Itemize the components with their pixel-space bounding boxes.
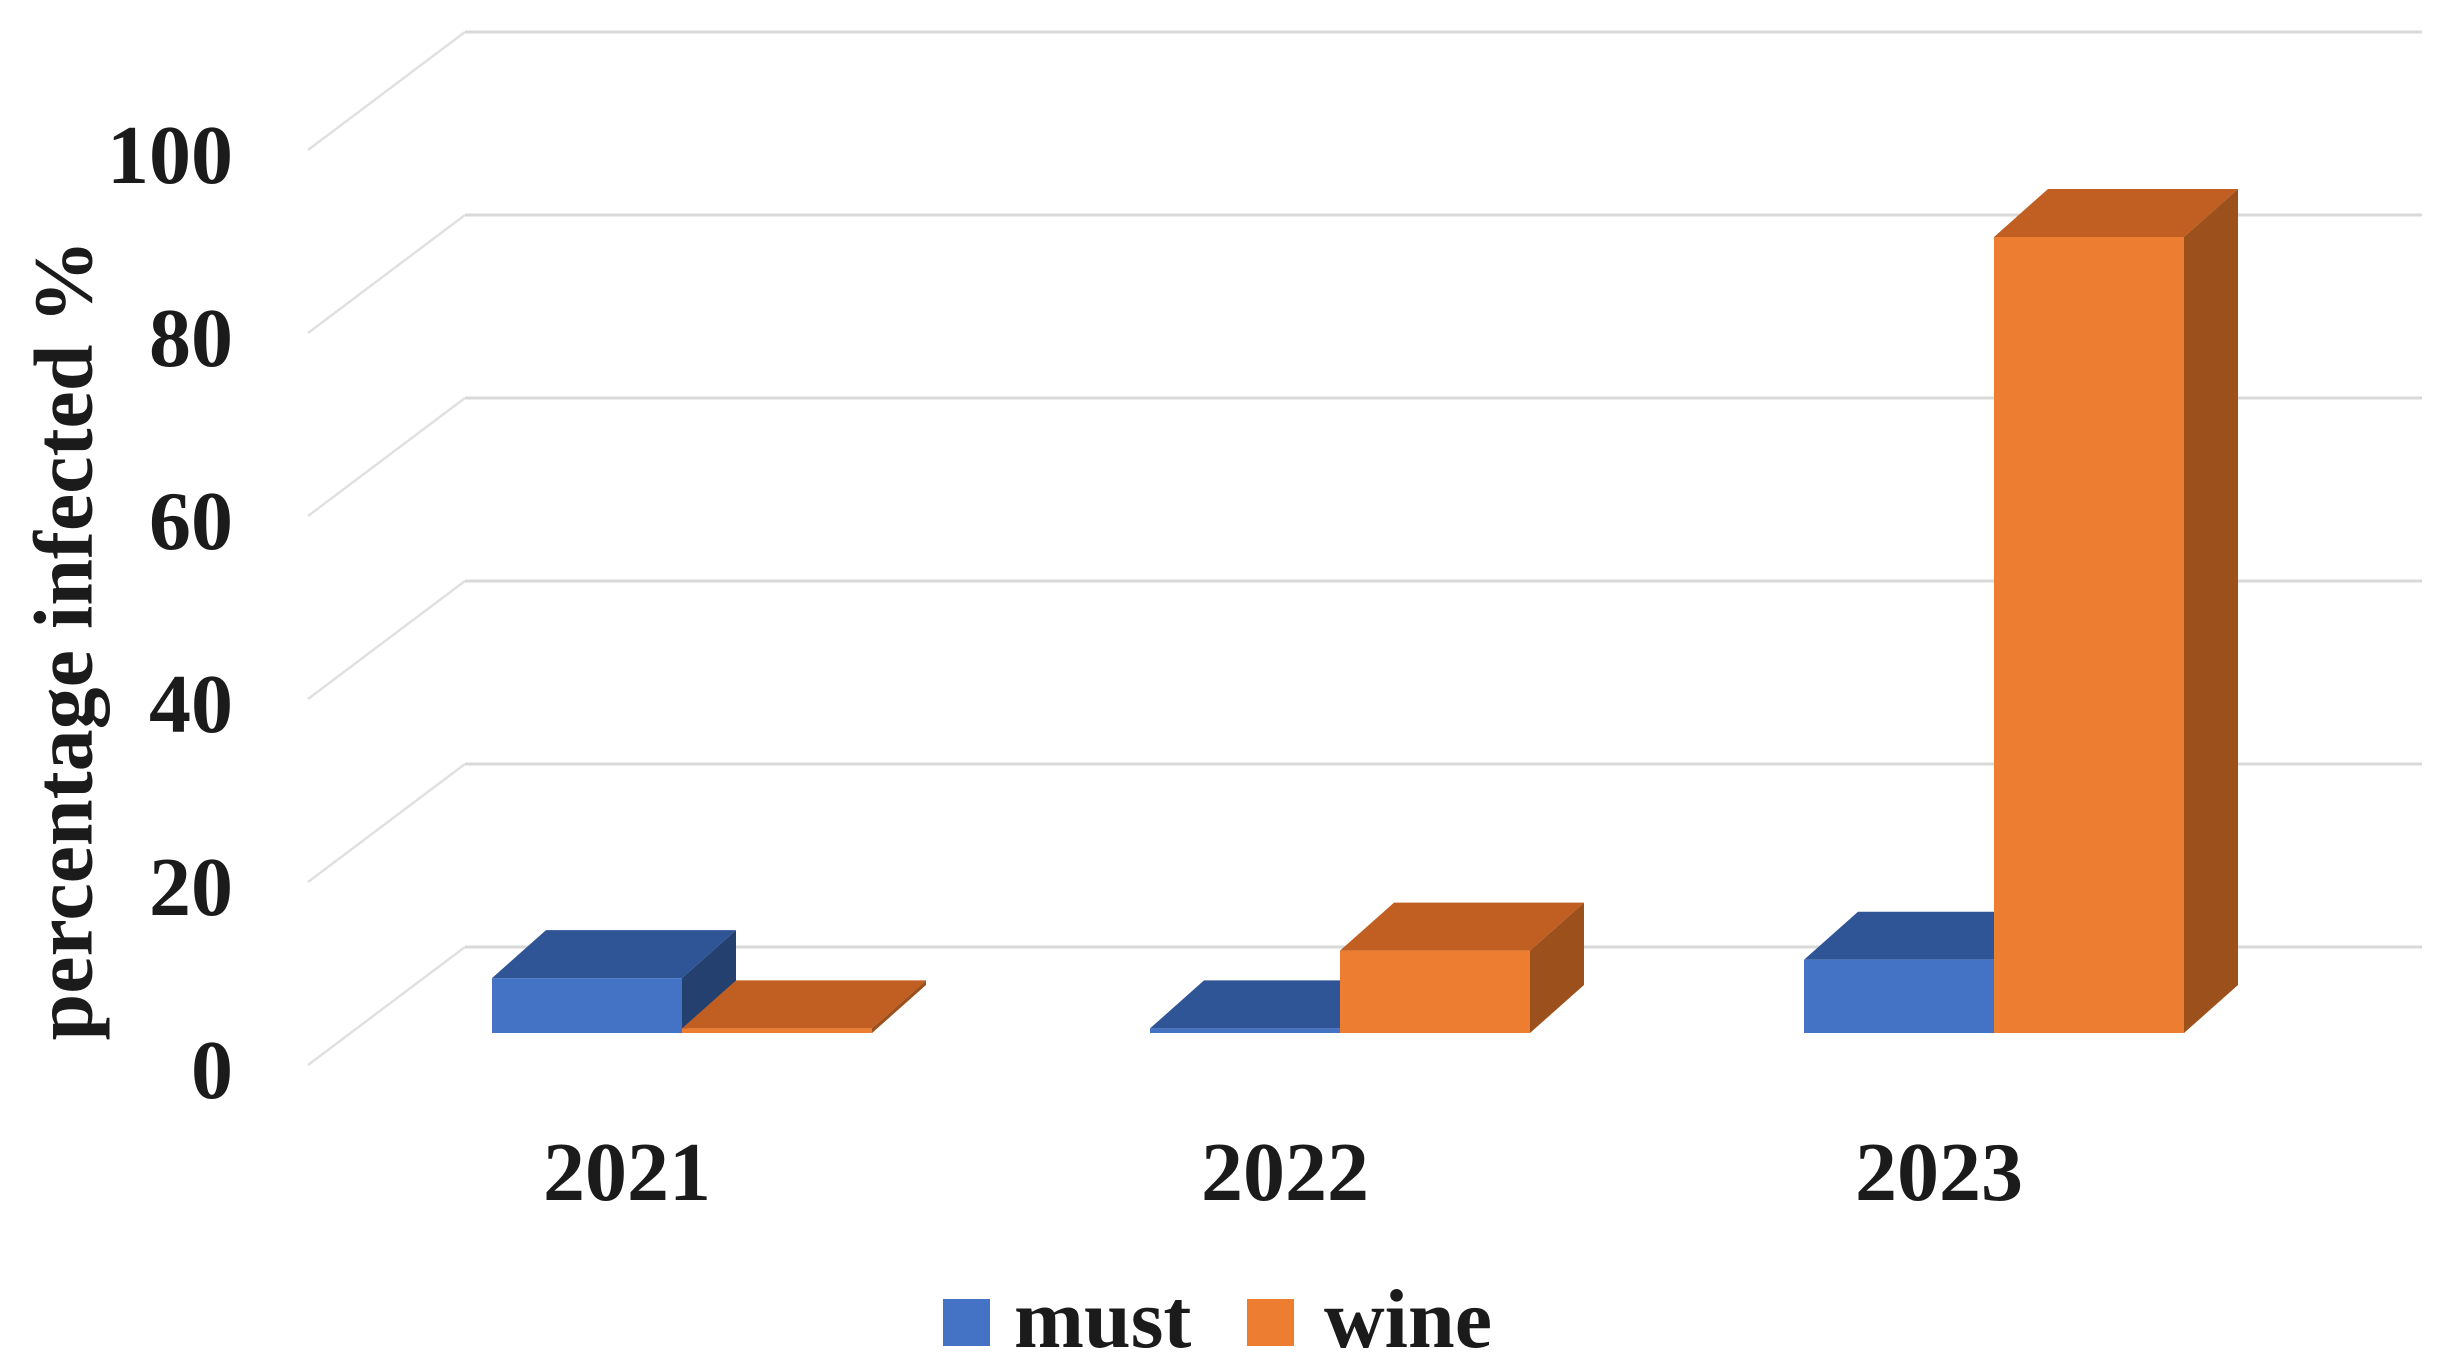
bar-side-face [682,930,736,1033]
legend-swatch-wine [1247,1299,1294,1346]
bar-top-face [492,930,736,979]
y-axis-tick-labels: 0 20 40 60 80 100 [107,109,233,1117]
bar-must-2021 [492,930,736,1033]
bar-wine-2023 [1994,188,2238,1033]
bar-front-face [1804,959,1994,1033]
x-axis-category-labels: 2021 2022 2023 [543,1126,2023,1219]
y-tick-label-40: 40 [149,658,233,751]
legend-label-wine: wine [1324,1273,1492,1366]
y-tick-label-60: 60 [149,475,233,568]
bar-front-face [1994,236,2184,1033]
bar-front-face [492,978,682,1033]
legend-swatch-must [943,1299,990,1346]
gridline-diagonal-0 [307,946,466,1066]
bar-front-face [1340,950,1530,1033]
x-category-label-2022: 2022 [1201,1126,1369,1219]
bar-top-face [1804,911,2048,960]
gridline-diagonal-40 [307,580,466,700]
bars [492,188,2238,1033]
bar-top-face [682,980,926,1029]
bar-top-face [1340,902,1584,951]
legend-label-must: must [1014,1273,1191,1366]
bar-top-face [1994,188,2238,237]
gridline-diagonal-20 [307,763,466,883]
y-tick-label-20: 20 [149,841,233,934]
y-tick-label-0: 0 [191,1024,233,1117]
bar-side-face [872,980,926,1033]
gridline-diagonal-100 [307,31,466,151]
bar-front-face [682,1028,872,1033]
y-axis-title: percentage infected % [18,240,111,1041]
x-category-label-2023: 2023 [1855,1126,2023,1219]
y-tick-label-80: 80 [149,292,233,385]
legend: must wine [943,1273,1492,1366]
x-category-label-2021: 2021 [543,1126,711,1219]
bar-side-face [2184,188,2238,1033]
bar-top-face [1150,980,1394,1029]
bar-wine-2022 [1340,902,1584,1033]
bar-wine-2021 [682,980,926,1033]
gridline-diagonal-80 [307,214,466,334]
gridline-diagonal-60 [307,397,466,517]
bar-side-face [1530,902,1584,1033]
bar-front-face [1150,1028,1340,1033]
y-tick-label-100: 100 [107,109,233,202]
